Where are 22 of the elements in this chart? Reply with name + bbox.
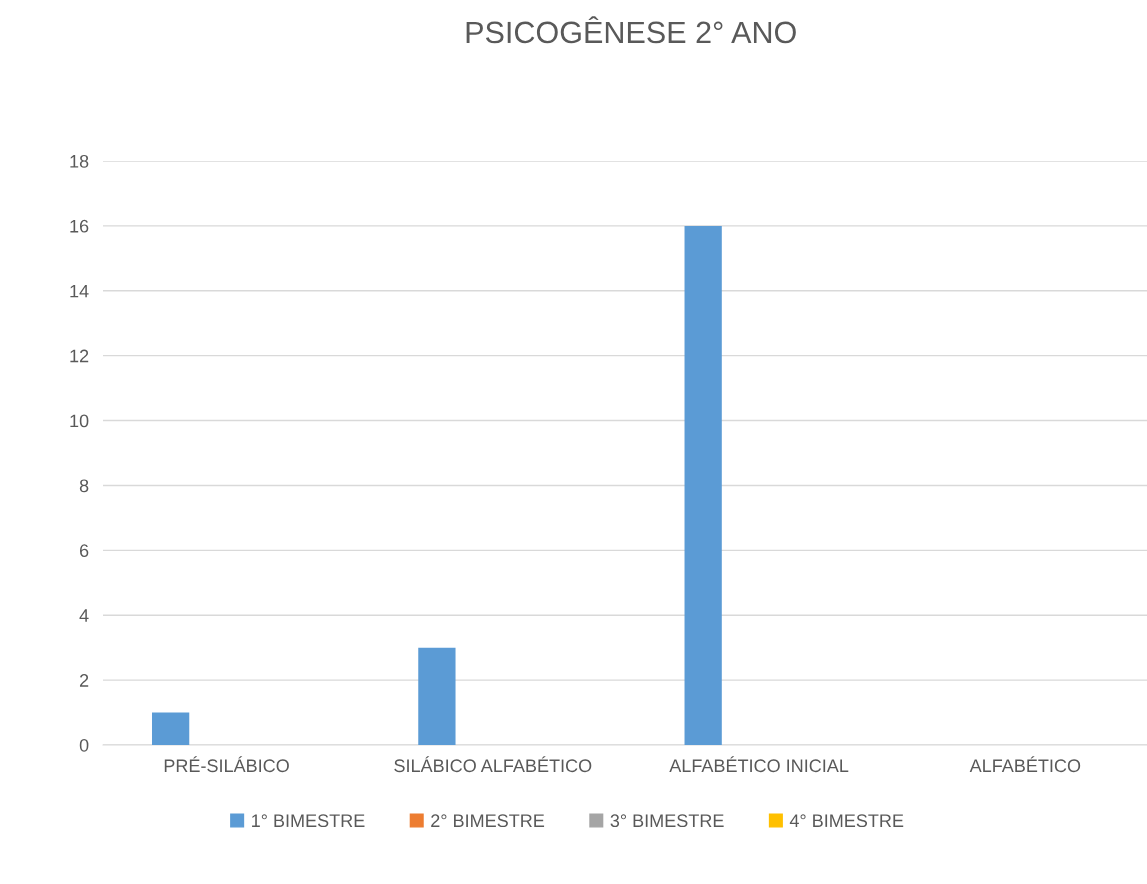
legend-label: 2° BIMESTRE — [431, 814, 545, 828]
chart-title: PSICOGÊNESE 2° ANO — [466, 16, 796, 44]
bar — [418, 647, 456, 745]
y-tick-label: 2 — [79, 674, 89, 687]
legend-label: 1° BIMESTRE — [252, 814, 365, 828]
y-tick-label: 16 — [70, 219, 89, 233]
bar — [684, 225, 722, 745]
y-tick-label: 4 — [79, 609, 89, 622]
y-tick-label: 12 — [70, 349, 89, 363]
y-tick-label: 10 — [70, 414, 89, 428]
x-tick-label: PRÉ-SILÁBICO — [164, 756, 289, 773]
y-tick-label: 8 — [79, 479, 89, 493]
x-tick-label: ALFABÉTICO — [969, 756, 1081, 773]
x-tick-label: ALFABÉTICO INICIAL — [669, 756, 849, 773]
bar — [151, 712, 190, 745]
y-tick-label: 0 — [79, 738, 89, 752]
legend-label: 3° BIMESTRE — [610, 814, 724, 828]
y-tick-label: 14 — [70, 284, 89, 298]
legend-label: 4° BIMESTRE — [789, 814, 904, 828]
y-tick-label: 18 — [70, 154, 89, 168]
y-tick-label: 6 — [79, 544, 89, 558]
x-tick-label: SILÁBICO ALFABÉTICO — [394, 756, 592, 773]
